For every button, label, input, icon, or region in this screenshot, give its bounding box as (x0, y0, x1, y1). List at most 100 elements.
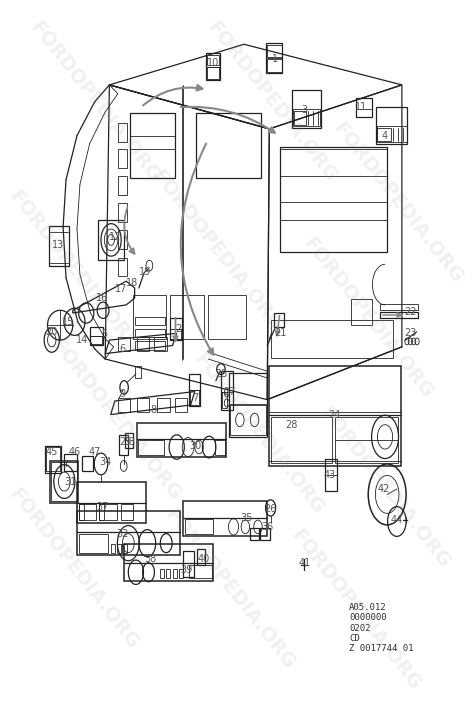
Bar (51, 462, 77, 501)
Bar (190, 391, 199, 405)
Text: 11: 11 (354, 102, 367, 112)
Bar (249, 528, 259, 540)
Text: 42: 42 (378, 484, 390, 494)
Text: 44: 44 (391, 515, 403, 525)
Text: 18: 18 (125, 278, 138, 288)
Bar (116, 545, 121, 552)
Text: 3: 3 (301, 105, 307, 115)
Bar (124, 544, 213, 581)
Bar (134, 317, 165, 325)
Bar (137, 423, 226, 457)
Text: 17: 17 (114, 284, 127, 295)
Bar (134, 329, 165, 337)
Bar (206, 53, 219, 80)
Text: 34: 34 (99, 457, 111, 467)
Text: FORDOPEDIA.ORG: FORDOPEDIA.ORG (161, 505, 298, 673)
Text: 23: 23 (404, 328, 417, 338)
Text: 36: 36 (261, 522, 273, 532)
Text: FORDOPEDIA.ORG: FORDOPEDIA.ORG (287, 525, 424, 694)
Text: FORDOPEDIA.ORG: FORDOPEDIA.ORG (316, 403, 454, 572)
Bar (207, 55, 219, 65)
Bar (230, 405, 266, 435)
Bar (121, 504, 133, 520)
Text: 40: 40 (197, 554, 209, 564)
Bar (90, 327, 103, 346)
Text: 4: 4 (382, 131, 388, 141)
Text: 19: 19 (139, 268, 152, 278)
Text: 15: 15 (62, 317, 75, 327)
Text: 8: 8 (151, 405, 157, 415)
Bar (189, 564, 212, 579)
Bar (207, 67, 219, 79)
Bar (119, 435, 128, 455)
Text: 6: 6 (119, 344, 125, 354)
Bar (77, 482, 146, 523)
Bar (154, 337, 167, 351)
Text: 46: 46 (68, 447, 81, 457)
Text: 31: 31 (64, 477, 76, 487)
Bar (271, 320, 393, 358)
Text: 12: 12 (109, 232, 121, 242)
Bar (166, 569, 171, 579)
Bar (280, 147, 387, 252)
Text: 47: 47 (88, 447, 101, 457)
Bar (171, 329, 181, 339)
Bar (378, 128, 391, 141)
Bar (183, 501, 267, 536)
Text: 24: 24 (328, 410, 341, 420)
Text: 28: 28 (285, 420, 298, 430)
Bar (160, 569, 164, 579)
Bar (196, 114, 261, 178)
Text: 10: 10 (207, 58, 219, 67)
Bar (179, 569, 183, 579)
Bar (294, 111, 306, 125)
Bar (293, 90, 321, 128)
Text: 20: 20 (46, 327, 58, 337)
Bar (377, 126, 407, 143)
Bar (118, 203, 127, 222)
Bar (170, 318, 182, 340)
Text: 38: 38 (144, 554, 156, 564)
Text: FORDOPEDIA.ORG: FORDOPEDIA.ORG (47, 336, 184, 504)
Text: 7: 7 (192, 393, 198, 403)
Text: 1: 1 (272, 53, 278, 63)
Bar (376, 106, 408, 144)
Bar (138, 440, 164, 455)
Bar (46, 447, 60, 471)
Bar (123, 545, 127, 552)
Text: FORDOPEDIA.ORG: FORDOPEDIA.ORG (26, 18, 163, 186)
Bar (266, 43, 282, 73)
Text: A05.012
0000000
0202
CD
Z 0017744 01: A05.012 0000000 0202 CD Z 0017744 01 (349, 603, 414, 653)
Bar (131, 114, 175, 178)
Bar (133, 295, 166, 339)
Bar (209, 295, 246, 339)
Bar (267, 58, 282, 72)
Text: 41: 41 (298, 559, 310, 569)
Bar (118, 231, 127, 249)
Bar (294, 109, 320, 126)
Text: FORDOPEDIA.ORG: FORDOPEDIA.ORG (190, 349, 327, 518)
Bar (79, 534, 108, 552)
Text: FORDOPEDIA.ORG: FORDOPEDIA.ORG (148, 167, 285, 335)
Bar (82, 456, 93, 471)
Bar (99, 504, 104, 520)
Bar (135, 366, 142, 378)
Text: 25: 25 (216, 369, 228, 379)
Bar (99, 504, 116, 520)
Bar (172, 569, 177, 579)
Text: 9: 9 (119, 389, 125, 399)
Bar (190, 374, 200, 406)
Bar (137, 337, 149, 351)
Bar (64, 454, 77, 471)
Bar (335, 417, 398, 463)
Bar (356, 98, 371, 116)
Text: 43: 43 (323, 471, 336, 481)
Bar (267, 45, 282, 57)
Bar (98, 219, 124, 260)
Text: 33: 33 (123, 437, 135, 447)
Bar (352, 300, 371, 325)
Bar (175, 398, 187, 412)
Bar (118, 398, 131, 412)
Bar (90, 336, 102, 344)
Bar (260, 528, 270, 540)
